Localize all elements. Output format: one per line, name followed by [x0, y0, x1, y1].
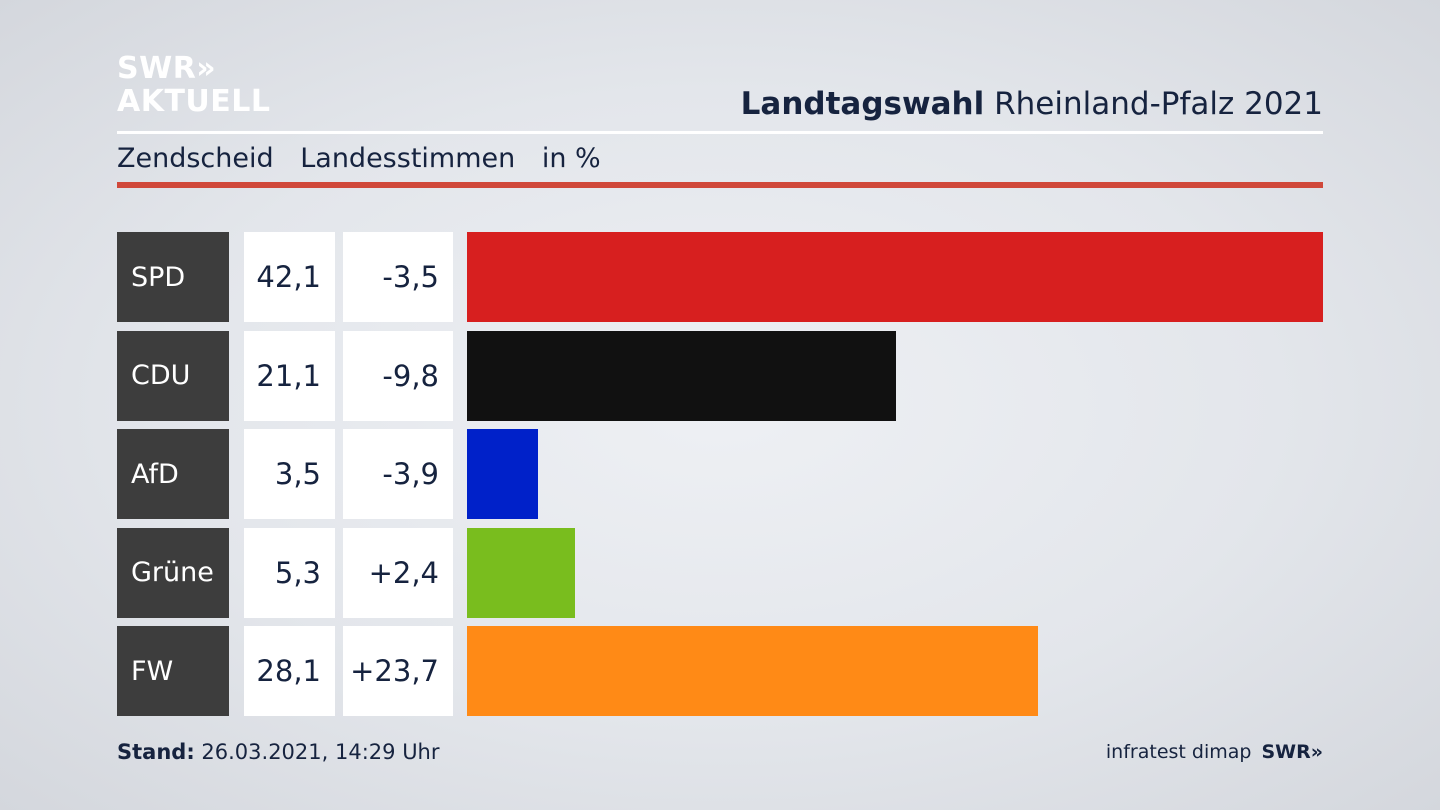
- subheader-vote-type: Landesstimmen: [300, 143, 516, 174]
- title-bold: Landtagswahl: [740, 86, 985, 122]
- result-row: SPD 42,1 -3,5: [117, 232, 1323, 322]
- logo-line-2: AKTUELL: [117, 84, 271, 119]
- subheader-divider: [117, 182, 1323, 188]
- result-bar: [467, 527, 575, 618]
- result-bar: [467, 429, 539, 519]
- subheader-unit: in %: [541, 143, 601, 174]
- diff-label: -9,8: [343, 330, 453, 421]
- party-label: Grüne: [117, 527, 229, 618]
- swr-footer-logo: SWR»: [1261, 741, 1323, 763]
- result-row: AfD 3,5 -3,9: [117, 429, 1323, 519]
- diff-label: -3,9: [343, 429, 453, 519]
- subheader-place: Zendscheid: [117, 143, 274, 174]
- result-row: Grüne 5,3 +2,4: [117, 527, 1323, 618]
- value-label: 42,1: [244, 232, 335, 322]
- value-label: 3,5: [244, 429, 335, 519]
- stand-info: Stand: 26.03.2021, 14:29 Uhr: [117, 740, 440, 764]
- title-divider: [117, 131, 1323, 134]
- logo-line-1: SWR»: [117, 51, 217, 86]
- party-label: SPD: [117, 232, 229, 322]
- stand-label: Stand:: [117, 740, 195, 764]
- result-bar: [467, 232, 1323, 322]
- party-label: FW: [117, 626, 229, 716]
- value-label: 28,1: [244, 626, 335, 716]
- swr-aktuell-logo: SWR» AKTUELL: [117, 54, 271, 117]
- result-row: FW 28,1 +23,7: [117, 626, 1323, 716]
- subheader: Zendscheid Landesstimmen in %: [117, 143, 619, 174]
- result-bar: [467, 330, 897, 421]
- source-label: infratest dimap: [1105, 741, 1252, 763]
- diff-label: +2,4: [343, 527, 453, 618]
- source-info: infratest dimap SWR»: [1106, 741, 1323, 763]
- page-title: Landtagswahl Rheinland-Pfalz 2021: [741, 86, 1323, 122]
- value-label: 21,1: [244, 330, 335, 421]
- diff-label: +23,7: [343, 626, 453, 716]
- title-rest: Rheinland-Pfalz 2021: [994, 86, 1323, 122]
- stand-value: 26.03.2021, 14:29 Uhr: [201, 740, 440, 764]
- result-row: CDU 21,1 -9,8: [117, 330, 1323, 421]
- value-label: 5,3: [244, 527, 335, 618]
- party-label: AfD: [117, 429, 229, 519]
- diff-label: -3,5: [343, 232, 453, 322]
- result-bar: [467, 626, 1039, 716]
- party-label: CDU: [117, 330, 229, 421]
